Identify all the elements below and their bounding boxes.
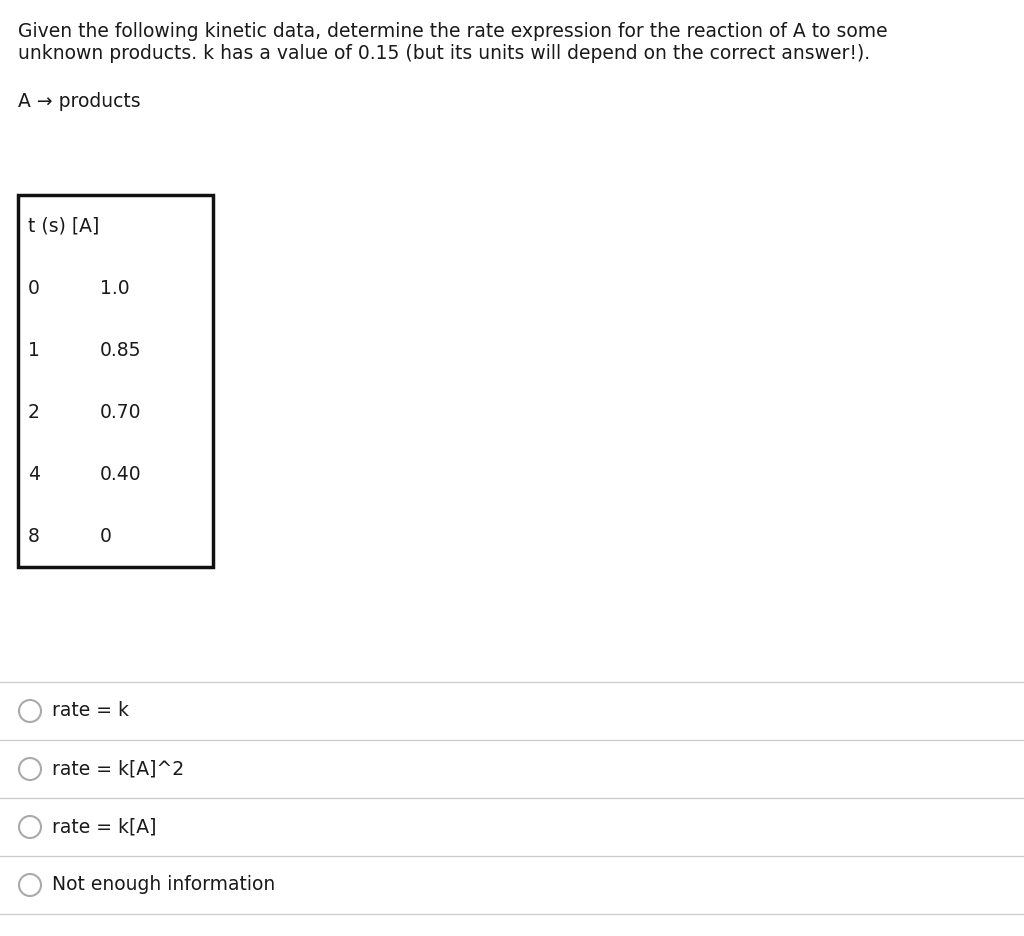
Text: 0.85: 0.85	[100, 341, 141, 359]
Text: 1: 1	[28, 341, 40, 359]
Text: A → products: A → products	[18, 92, 140, 111]
Text: 0.70: 0.70	[100, 402, 141, 421]
Text: 2: 2	[28, 402, 40, 421]
Text: Not enough information: Not enough information	[52, 875, 275, 895]
Text: t (s) [A]: t (s) [A]	[28, 216, 99, 236]
Text: 0: 0	[100, 526, 112, 546]
Text: 0: 0	[28, 279, 40, 298]
Text: rate = k[A]: rate = k[A]	[52, 817, 157, 837]
Text: rate = k: rate = k	[52, 701, 129, 721]
Text: 4: 4	[28, 464, 40, 484]
Text: 0.40: 0.40	[100, 464, 141, 484]
FancyBboxPatch shape	[18, 195, 213, 567]
Text: rate = k[A]^2: rate = k[A]^2	[52, 759, 184, 779]
Text: unknown products. k has a value of 0.15 (but its units will depend on the correc: unknown products. k has a value of 0.15 …	[18, 44, 870, 63]
Text: Given the following kinetic data, determine the rate expression for the reaction: Given the following kinetic data, determ…	[18, 22, 888, 41]
Text: 1.0: 1.0	[100, 279, 130, 298]
Text: 8: 8	[28, 526, 40, 546]
